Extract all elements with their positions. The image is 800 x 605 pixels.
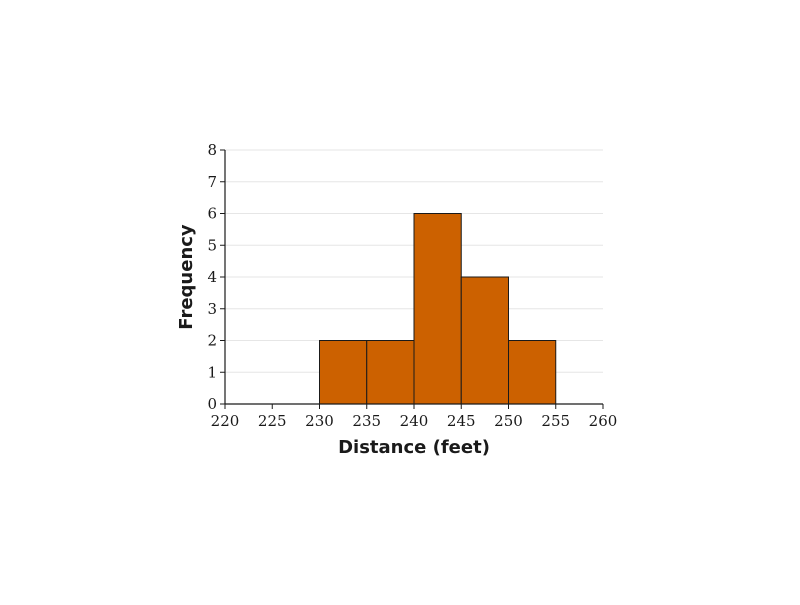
y-axis-title: Frequency: [176, 224, 197, 330]
x-tick-label: 230: [305, 412, 334, 430]
y-tick-label: 2: [207, 332, 217, 350]
x-tick-label: 250: [494, 412, 523, 430]
y-tick-label: 6: [207, 205, 217, 223]
x-tick-label: 260: [589, 412, 618, 430]
y-axis-ticks: 0 1 2 3 4 5 6 7 8: [207, 141, 225, 413]
x-tick-label: 240: [400, 412, 429, 430]
x-tick-label: 220: [211, 412, 240, 430]
x-axis-title: Distance (feet): [338, 437, 490, 458]
x-tick-label: 235: [352, 412, 381, 430]
x-tick-label: 255: [541, 412, 570, 430]
y-tick-label: 3: [207, 300, 217, 318]
y-tick-label: 4: [207, 268, 217, 286]
histogram-bar: [460, 276, 509, 405]
y-tick-label: 7: [207, 173, 217, 191]
histogram-bar: [413, 213, 462, 405]
histogram-bar: [319, 340, 368, 405]
histogram-bars: [319, 213, 557, 405]
y-tick-label: 0: [207, 395, 217, 413]
histogram-bar: [366, 340, 415, 405]
y-tick-label: 8: [207, 141, 217, 159]
y-tick-label: 5: [207, 236, 217, 254]
histogram-bar: [508, 340, 557, 405]
x-tick-label: 245: [447, 412, 476, 430]
x-tick-label: 225: [258, 412, 287, 430]
y-tick-label: 1: [207, 363, 217, 381]
x-axis-ticks: 220 225 230 235 240 245 250 255 260: [211, 404, 618, 430]
